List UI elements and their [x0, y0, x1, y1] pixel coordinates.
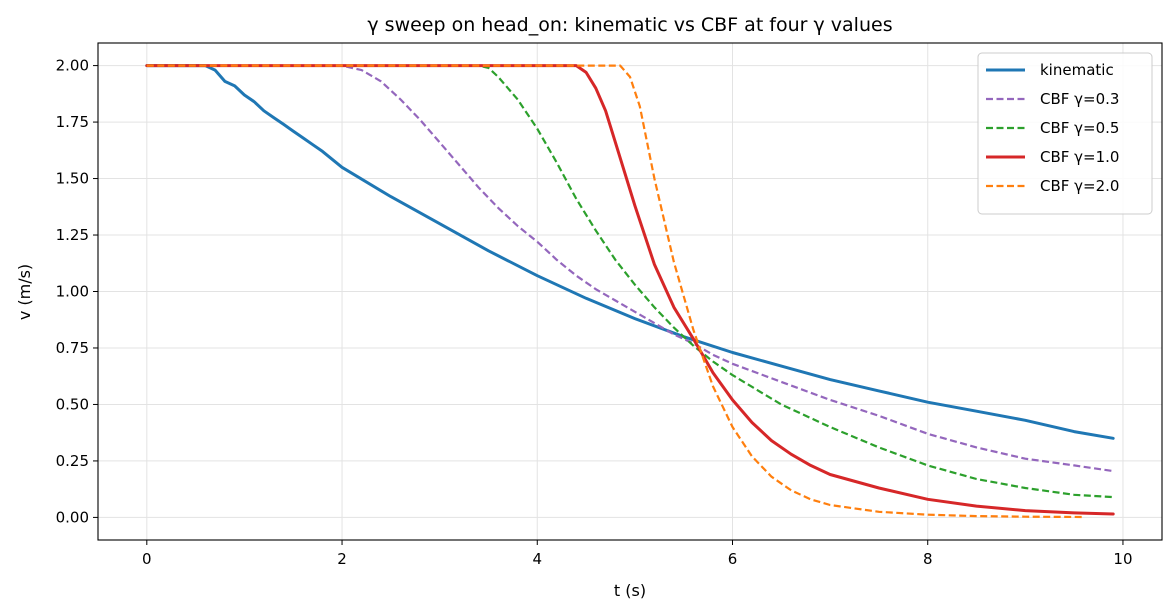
series-layer — [145, 64, 1115, 519]
y-axis-label: v (m/s) — [15, 264, 34, 320]
legend-entry-label: kinematic — [1040, 61, 1114, 79]
legend-entry-label: CBF γ=0.5 — [1040, 119, 1119, 137]
series-line-kinematic — [145, 64, 1115, 440]
x-tick-label: 10 — [1113, 550, 1132, 568]
series-line-cbf-0-3 — [146, 64, 1114, 473]
y-tick-label: 2.00 — [56, 57, 89, 75]
series-line-cbf-1-0 — [145, 64, 1115, 516]
legend-entry-label: CBF γ=1.0 — [1040, 148, 1119, 166]
y-tick-label: 0.50 — [56, 395, 89, 413]
series-line-cbf-2-0 — [146, 64, 1084, 519]
y-tick-label: 0.00 — [56, 508, 89, 526]
y-tick-label: 1.25 — [56, 226, 89, 244]
y-tick-label: 1.00 — [56, 283, 89, 301]
ticks: 0 2 4 6 8 10 0.00 0.25 0.50 0.75 1.00 1.25 1.50 1.75 2… — [56, 57, 1133, 568]
x-tick-label: 0 — [142, 550, 152, 568]
legend: kinematic CBF γ=0.3 CBF γ=0.5 CBF γ=1.0 CBF … — [977, 52, 1153, 215]
x-tick-label: 4 — [532, 550, 542, 568]
x-tick-label: 2 — [337, 550, 347, 568]
legend-box — [977, 52, 1153, 215]
y-tick-label: 1.50 — [56, 170, 89, 188]
x-tick-label: 6 — [728, 550, 738, 568]
legend-entry-label: CBF γ=0.3 — [1040, 90, 1119, 108]
grid — [98, 43, 1162, 540]
series-line-cbf-0-5 — [146, 64, 1114, 499]
chart-title: γ sweep on head_on: kinematic vs CBF at … — [367, 14, 892, 36]
y-tick-label: 0.25 — [56, 452, 89, 470]
legend-entry-label: CBF γ=2.0 — [1040, 177, 1119, 195]
x-tick-label: 8 — [923, 550, 933, 568]
y-tick-label: 1.75 — [56, 113, 89, 131]
y-tick-label: 0.75 — [56, 339, 89, 357]
x-axis-label: t (s) — [614, 581, 646, 600]
